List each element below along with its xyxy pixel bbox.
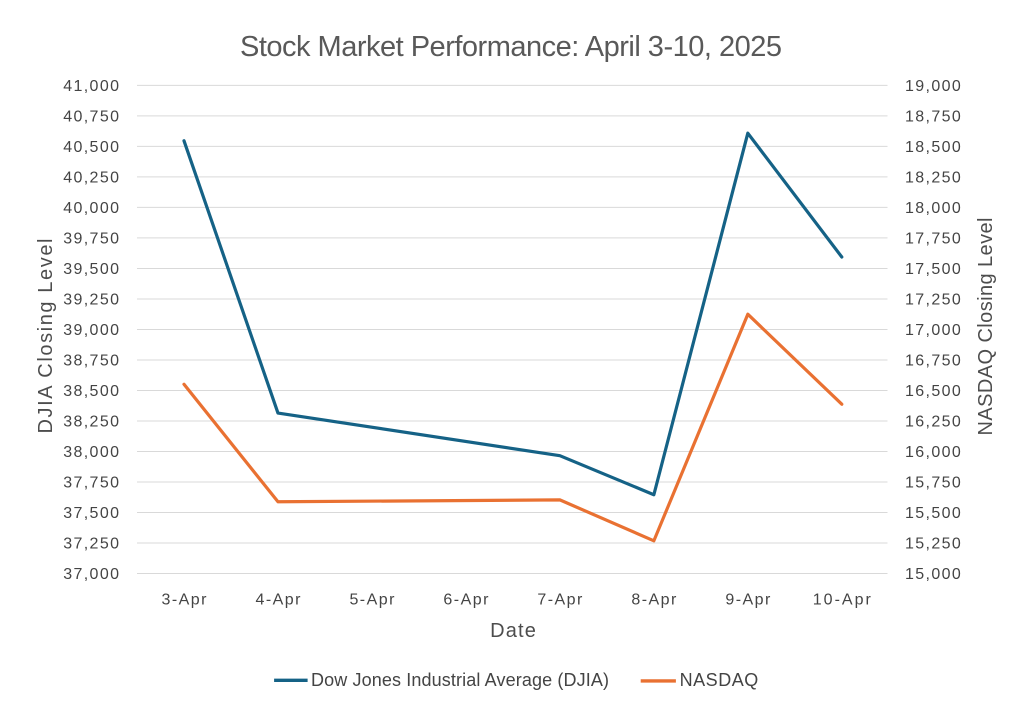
svg-text:17,250: 17,250: [905, 292, 961, 309]
svg-text:4-Apr: 4-Apr: [255, 591, 301, 608]
svg-text:8-Apr: 8-Apr: [631, 591, 677, 608]
svg-text:39,750: 39,750: [63, 231, 119, 248]
svg-text:38,500: 38,500: [63, 383, 119, 400]
svg-text:DJIA Closing Level: DJIA Closing Level: [35, 239, 57, 434]
svg-text:16,000: 16,000: [905, 444, 961, 461]
svg-text:40,750: 40,750: [63, 109, 119, 126]
svg-text:16,500: 16,500: [905, 383, 961, 400]
svg-text:Stock Market Performance: Apri: Stock Market Performance: April 3-10, 20…: [240, 31, 782, 63]
svg-text:40,500: 40,500: [63, 139, 119, 156]
svg-text:16,250: 16,250: [905, 414, 961, 431]
svg-text:39,250: 39,250: [63, 292, 119, 309]
svg-text:37,750: 37,750: [63, 475, 119, 492]
svg-text:Date: Date: [490, 620, 536, 642]
svg-text:17,500: 17,500: [905, 261, 961, 278]
svg-text:18,500: 18,500: [905, 139, 961, 156]
svg-text:9-Apr: 9-Apr: [725, 591, 771, 608]
svg-text:3-Apr: 3-Apr: [162, 591, 208, 608]
svg-text:16,750: 16,750: [905, 353, 961, 370]
svg-text:17,000: 17,000: [905, 322, 961, 339]
svg-text:37,000: 37,000: [63, 566, 119, 583]
svg-text:40,000: 40,000: [63, 200, 119, 217]
svg-text:Dow Jones Industrial Average (: Dow Jones Industrial Average (DJIA): [311, 670, 609, 690]
svg-text:37,250: 37,250: [63, 536, 119, 553]
svg-text:39,000: 39,000: [63, 322, 119, 339]
svg-text:18,750: 18,750: [905, 109, 961, 126]
svg-text:41,000: 41,000: [63, 78, 119, 95]
svg-text:18,250: 18,250: [905, 170, 961, 187]
svg-text:39,500: 39,500: [63, 261, 119, 278]
svg-text:17,750: 17,750: [905, 231, 961, 248]
svg-text:15,750: 15,750: [905, 475, 961, 492]
svg-text:15,000: 15,000: [905, 566, 961, 583]
svg-text:NASDAQ Closing Level: NASDAQ Closing Level: [975, 218, 997, 436]
svg-text:38,750: 38,750: [63, 353, 119, 370]
svg-text:7-Apr: 7-Apr: [537, 591, 583, 608]
svg-text:NASDAQ: NASDAQ: [680, 670, 759, 690]
svg-text:5-Apr: 5-Apr: [349, 591, 395, 608]
svg-text:38,000: 38,000: [63, 444, 119, 461]
svg-text:19,000: 19,000: [905, 78, 961, 95]
svg-text:6-Apr: 6-Apr: [443, 591, 489, 608]
svg-text:37,500: 37,500: [63, 505, 119, 522]
svg-text:15,500: 15,500: [905, 505, 961, 522]
svg-text:18,000: 18,000: [905, 200, 961, 217]
svg-text:10-Apr: 10-Apr: [813, 591, 872, 608]
svg-text:15,250: 15,250: [905, 536, 961, 553]
svg-text:38,250: 38,250: [63, 414, 119, 431]
svg-text:40,250: 40,250: [63, 170, 119, 187]
